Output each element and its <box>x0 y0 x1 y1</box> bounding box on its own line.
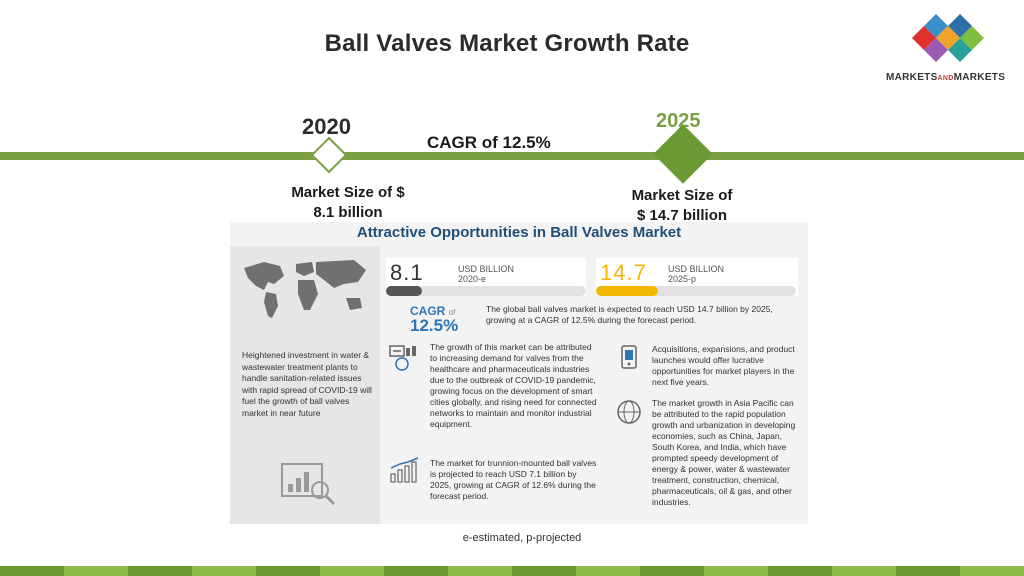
analytics-magnifier-icon <box>281 463 336 506</box>
stat-2025-value: 14.7 <box>600 260 647 285</box>
cagr-label: CAGR of 12.5% <box>427 133 551 152</box>
infographic-title: Attractive Opportunities in Ball Valves … <box>356 224 682 241</box>
infographic-panel: Attractive Opportunities in Ball Valves … <box>230 222 808 524</box>
stat-2025: 14.7 USD BILLION 2025-p <box>596 258 798 296</box>
bar-growth-icon <box>390 457 419 483</box>
stat-2025-unit: USD BILLION 2025-p <box>668 264 725 284</box>
stat-2020-value: 8.1 <box>390 260 424 285</box>
cagr-block: CAGR of 12.5% <box>410 304 458 336</box>
acquisitions-text: Acquisitions, expansions, and product la… <box>652 344 795 387</box>
bottom-strip <box>0 566 1024 576</box>
world-map-icon <box>244 260 366 318</box>
investment-text: Heightened investment in water & wastewa… <box>242 350 372 418</box>
market-size-end: Market Size of $ 14.7 billion <box>631 187 733 224</box>
stat-2025-bar <box>596 286 796 296</box>
timeline-bar <box>0 152 1024 160</box>
cagr-block-value: 12.5% <box>410 316 459 335</box>
cagr-block-of: of <box>448 308 456 317</box>
footnote: e-estimated, p-projected <box>462 532 582 544</box>
medical-chart-icon <box>389 345 416 371</box>
cagr-description: The global ball valves market is expecte… <box>486 304 773 325</box>
asia-pacific-text: The market growth in Asia Pacific can be… <box>652 398 796 507</box>
cagr-block-label: CAGR <box>410 304 446 318</box>
page-title: Ball Valves Market Growth Rate <box>324 30 690 57</box>
market-size-start: Market Size of $ 8.1 billion <box>291 184 405 221</box>
stat-2020-unit: USD BILLION 2020-e <box>458 264 515 284</box>
stat-2025-bar-fill <box>596 286 658 296</box>
diamond-marker-end <box>653 124 713 184</box>
stat-row: 8.1 USD BILLION 2020-e 14.7 USD BILLION … <box>386 258 798 296</box>
stat-2020-bar <box>386 286 586 296</box>
year-start: 2020 <box>302 114 351 139</box>
stat-2020-bar-fill <box>386 286 422 296</box>
logo-text: MARKETSANDMARKETS <box>886 72 1006 83</box>
mobile-device-icon <box>621 345 637 369</box>
markets-and-markets-logo <box>912 14 984 62</box>
growth-text: The growth of this market can be attribu… <box>430 342 597 429</box>
year-end: 2025 <box>656 110 701 132</box>
stat-2020: 8.1 USD BILLION 2020-e <box>386 258 586 296</box>
left-panel: Heightened investment in water & wastewa… <box>230 246 380 524</box>
diamond-marker-start <box>310 136 348 174</box>
trunnion-text: The market for trunnion-mounted ball val… <box>430 458 597 501</box>
globe-icon <box>617 400 641 424</box>
